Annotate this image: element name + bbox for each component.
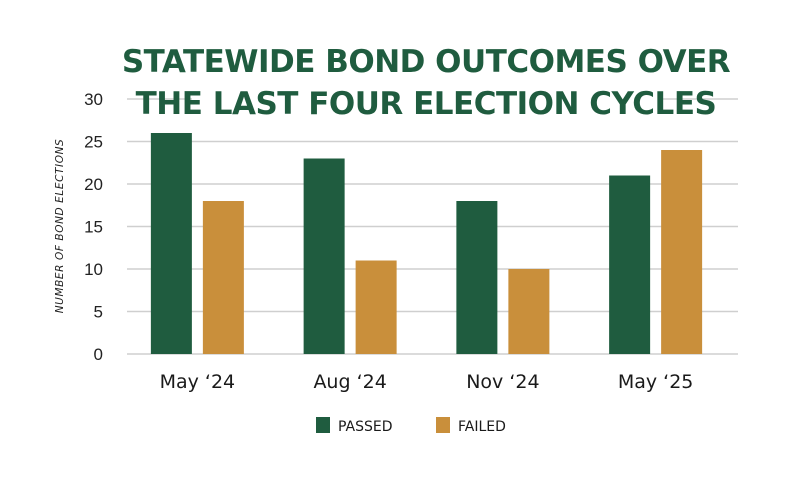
bar-failed-3 — [508, 269, 550, 354]
x-category-label: Aug ‘24 — [313, 371, 386, 393]
y-tick-label: 15 — [84, 218, 103, 237]
chart-title-line-1: STATEWIDE BOND OUTCOMES OVER — [122, 44, 731, 80]
y-tick-label: 5 — [94, 303, 103, 322]
bar-passed-1 — [150, 133, 192, 354]
legend-swatch-passed — [316, 417, 330, 433]
legend: PASSED FAILED — [316, 417, 506, 435]
legend-label-passed: PASSED — [338, 419, 393, 435]
y-axis-label: NUMBER OF BOND ELECTIONS — [54, 139, 66, 314]
y-tick-label: 30 — [84, 90, 103, 109]
y-tick-label: 20 — [84, 175, 103, 194]
x-category-label: May ‘24 — [160, 371, 236, 393]
legend-swatch-failed — [436, 417, 450, 433]
x-axis-categories: May ‘24 Aug ‘24 Nov ‘24 May ‘25 — [160, 371, 694, 393]
y-tick-label: 0 — [94, 345, 103, 364]
y-tick-label: 10 — [84, 260, 103, 279]
x-category-label: May ‘25 — [618, 371, 694, 393]
chart-title-line-2: THE LAST FOUR ELECTION CYCLES — [136, 86, 717, 122]
bar-passed-2 — [303, 158, 345, 354]
bar-passed-3 — [456, 201, 498, 354]
bar-failed-4 — [661, 150, 703, 354]
y-tick-label: 25 — [84, 133, 103, 152]
x-category-label: Nov ‘24 — [466, 371, 539, 393]
bar-failed-2 — [355, 260, 397, 354]
title-backdrop — [192, 34, 660, 128]
y-axis-ticks: 0 5 10 15 20 25 30 — [84, 90, 103, 364]
bar-passed-4 — [609, 175, 651, 354]
bars — [150, 133, 703, 354]
legend-label-failed: FAILED — [458, 419, 506, 435]
bar-failed-1 — [202, 201, 244, 354]
